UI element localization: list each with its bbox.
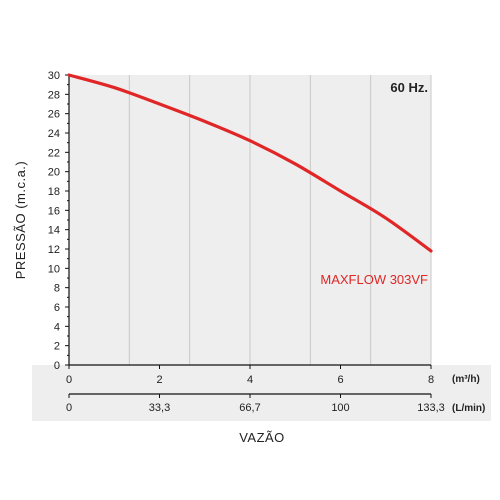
x-secondary-tick-label: 133,3 [417,402,445,414]
y-tick-label: 24 [48,128,60,140]
hz-annotation: 60 Hz. [390,80,428,95]
x-tick-label: 4 [247,374,253,386]
x-axis-ticks: 0 0 2 33,3 4 66,7 6 100 8 133,3 [66,365,445,414]
y-tick-label: 22 [48,147,60,159]
x-tick-label: 0 [66,374,72,386]
y-tick-label: 16 [48,205,60,217]
series-layer [67,73,433,253]
y-tick-label: 30 [48,70,60,82]
y-tick-label: 4 [54,321,60,333]
y-tick-label: 18 [48,186,60,198]
y-tick-label: 20 [48,167,60,179]
y-tick-label: 0 [54,360,60,372]
x-tick-label: 6 [337,374,343,386]
series-label: MAXFLOW 303VF [320,272,428,287]
y-axis-title: PRESSÃO (m.c.a.) [13,161,28,280]
x-tick-label: 8 [428,374,434,386]
x-axis-title: VAZÃO [239,430,285,445]
x-secondary-tick-label: 100 [331,402,349,414]
y-tick-label: 28 [48,89,60,101]
y-tick-label: 10 [48,263,60,275]
x-secondary-tick-label: 0 [66,402,72,414]
y-tick-label: 26 [48,109,60,121]
y-tick-label: 6 [54,302,60,314]
y-tick-label: 8 [54,283,60,295]
x-secondary-tick-label: 66,7 [239,402,260,414]
x-secondary-tick-label: 33,3 [149,402,170,414]
x-unit-primary-label: (m³/h) [452,374,480,385]
x-unit-secondary-label: (L/min) [452,403,485,414]
grid-lines [128,75,432,365]
x-axis-band [32,365,491,421]
y-tick-label: 12 [48,244,60,256]
y-tick-label: 2 [54,341,60,353]
series-line-maxflow-303vf [67,73,433,253]
y-tick-label: 14 [48,225,60,237]
x-tick-label: 2 [156,374,162,386]
